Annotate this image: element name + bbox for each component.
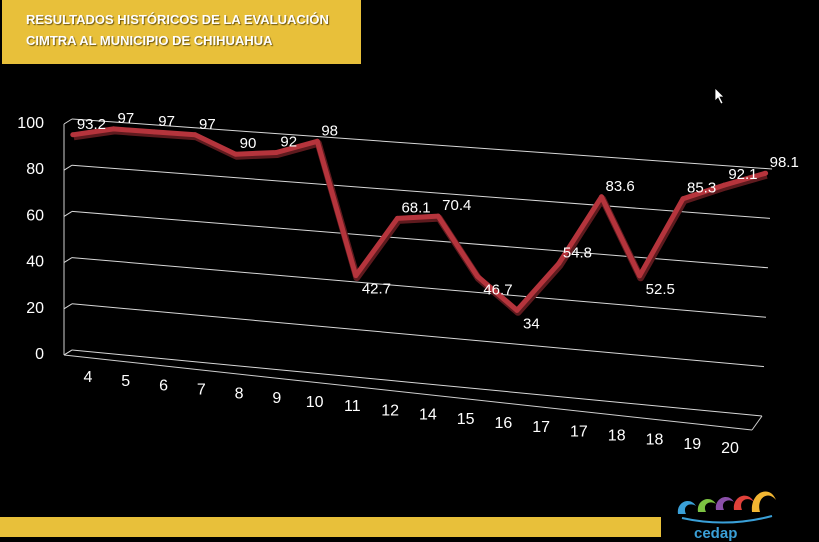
data-label: 97 (158, 113, 175, 130)
data-point (637, 273, 643, 279)
data-label: 97 (199, 116, 216, 133)
data-label: 54.8 (563, 244, 592, 261)
data-label: 98.1 (770, 154, 799, 171)
gridline-wall (63, 303, 73, 310)
title-banner: RESULTADOS HISTÓRICOS DE LA EVALUACIÓN C… (2, 0, 361, 64)
title-line-2: CIMTRA AL MUNICIPIO DE CHIHUAHUA (26, 33, 273, 48)
data-point (111, 126, 117, 132)
gridline (71, 303, 765, 368)
data-point (353, 273, 359, 279)
x-tick-label: 14 (419, 407, 437, 424)
floor-right-line (751, 415, 763, 431)
data-label: 92.1 (728, 166, 757, 183)
gridline (71, 257, 767, 318)
gridline (71, 349, 763, 417)
data-point (314, 138, 320, 144)
data-point (394, 215, 400, 221)
data-label: 98 (321, 122, 338, 139)
x-tick-label: 4 (84, 369, 93, 386)
data-point (514, 307, 520, 313)
data-label: 83.6 (606, 178, 635, 195)
data-label: 68.1 (401, 199, 430, 216)
title-line-1: RESULTADOS HISTÓRICOS DE LA EVALUACIÓN (26, 12, 329, 27)
x-tick-label: 11 (344, 398, 361, 415)
x-tick-label: 7 (197, 382, 206, 399)
y-tick-label: 0 (35, 346, 44, 363)
gridline-wall (63, 118, 73, 125)
floor-front-line (63, 354, 753, 431)
y-tick-label: 100 (17, 115, 44, 132)
series-line (72, 126, 767, 313)
cedap-logo: cedap (677, 491, 776, 542)
x-tick-label: 8 (235, 386, 244, 403)
data-label: 90 (240, 135, 257, 152)
data-label: 46.7 (483, 281, 512, 298)
data-point (70, 132, 76, 138)
mouse-cursor-icon (714, 87, 725, 105)
x-tick-label: 20 (721, 440, 739, 457)
y-tick-label: 80 (26, 161, 44, 178)
y-tick-label: 40 (26, 254, 44, 271)
gridline (71, 118, 773, 170)
data-point (763, 170, 769, 176)
gridline (71, 164, 771, 219)
x-tick-label: 5 (121, 373, 130, 390)
data-point (233, 151, 239, 157)
x-tick-label: 16 (495, 415, 513, 432)
data-label: 93.2 (77, 116, 106, 133)
gridline-wall (63, 210, 73, 217)
gridline-wall (63, 349, 73, 356)
x-tick-label: 19 (683, 436, 701, 453)
data-label: 42.7 (362, 281, 391, 298)
data-point (192, 132, 198, 138)
data-label: 70.4 (442, 197, 471, 214)
data-point (721, 182, 727, 188)
data-point (599, 194, 605, 200)
x-tick-label: 9 (272, 390, 281, 407)
data-point (273, 149, 279, 155)
logo-text: cedap (694, 525, 737, 542)
data-point (435, 213, 441, 219)
data-label: 34 (523, 315, 540, 332)
data-point (474, 273, 480, 279)
data-point (680, 196, 686, 202)
y-tick-label: 20 (26, 300, 44, 317)
footer-bar (0, 517, 661, 537)
x-tick-label: 10 (306, 394, 324, 411)
data-label: 97 (118, 110, 135, 127)
x-tick-label: 18 (608, 427, 626, 444)
x-tick-label: 17 (532, 419, 550, 436)
data-point (556, 260, 562, 266)
x-tick-label: 12 (381, 402, 399, 419)
gridline-wall (63, 257, 73, 264)
x-tick-label: 17 (570, 423, 588, 440)
x-tick-label: 6 (159, 377, 168, 394)
x-tick-label: 18 (646, 432, 664, 449)
gridline-wall (63, 164, 73, 171)
data-label: 92 (280, 133, 297, 150)
y-tick-label: 60 (26, 207, 44, 224)
data-label: 52.5 (646, 281, 675, 298)
x-tick-label: 15 (457, 411, 475, 428)
data-label: 85.3 (687, 180, 716, 197)
data-point (151, 129, 157, 135)
